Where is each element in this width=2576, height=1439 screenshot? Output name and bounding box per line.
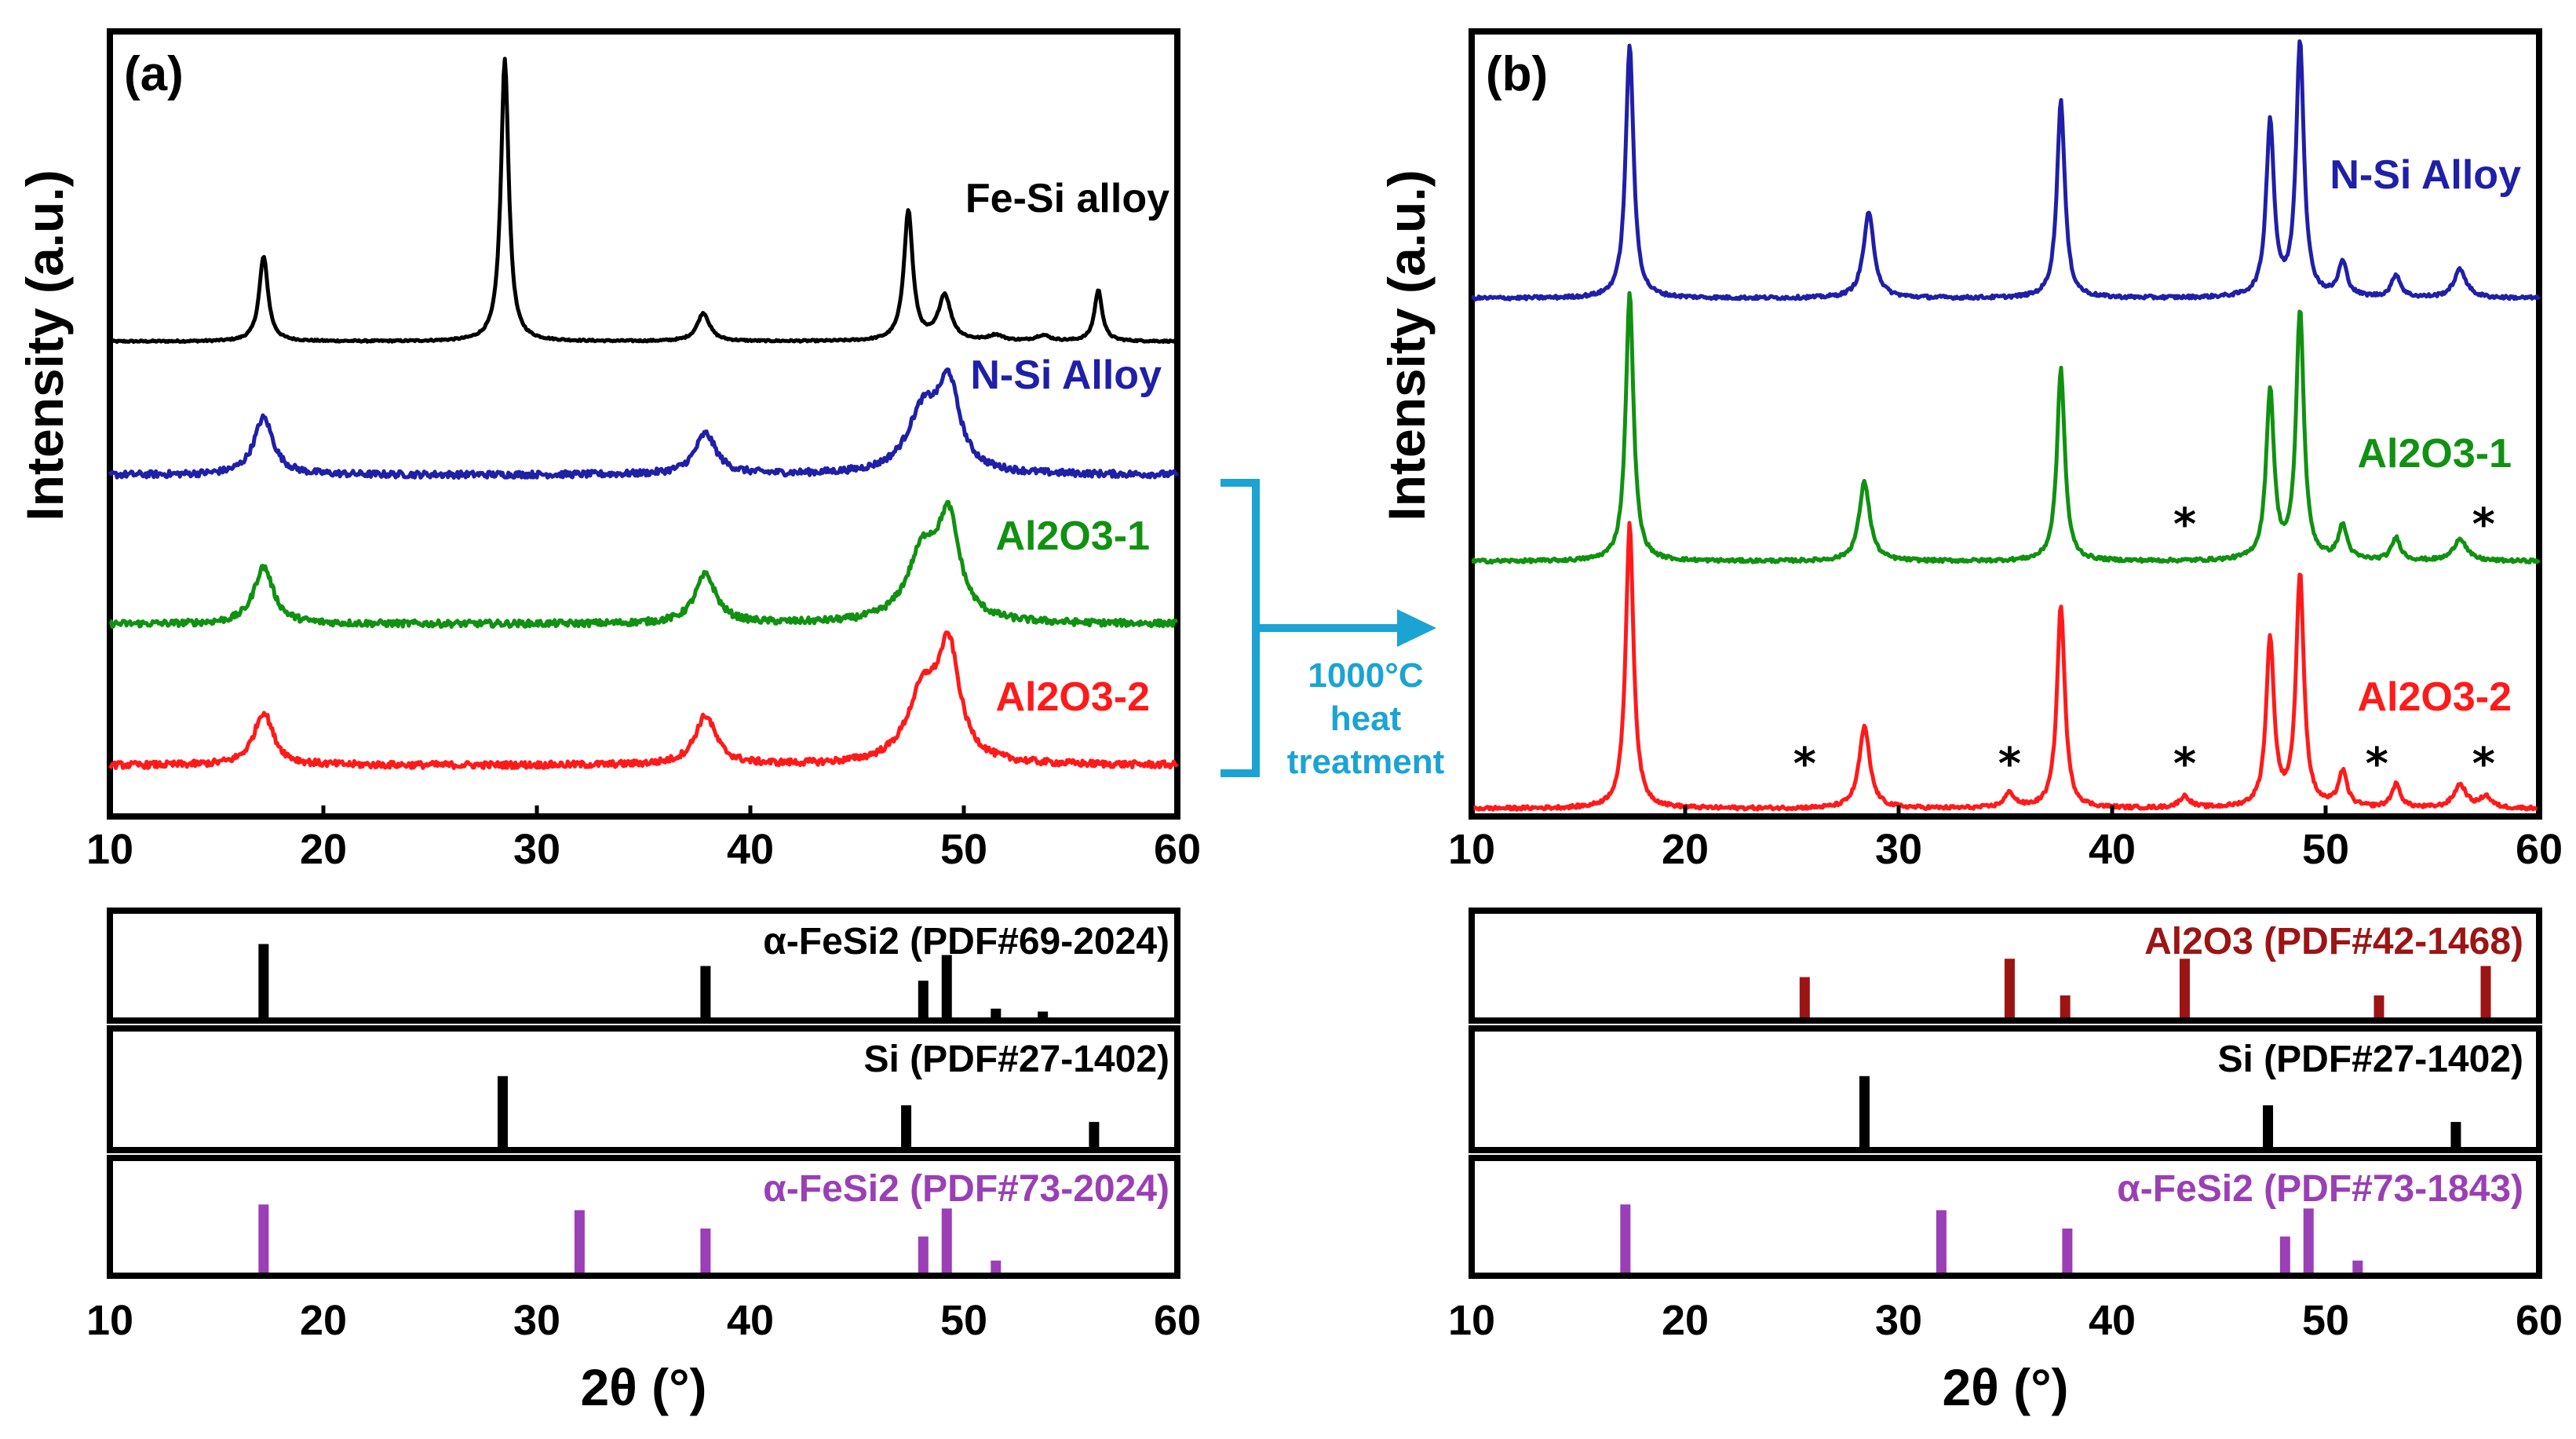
ref-x-tick-label: 60: [2516, 1297, 2563, 1344]
star-marker: *: [2472, 499, 2495, 550]
ref-x-tick-label: 50: [2302, 1297, 2349, 1344]
ref-x-tick-label: 10: [86, 1297, 133, 1344]
panel-b-star-markers: * * * * * * *: [1793, 499, 2495, 790]
arrow-label-line2: heat: [1330, 699, 1402, 738]
star-marker: *: [2472, 739, 2495, 790]
panel-b-ylabel: Intensity (a.u.): [1377, 170, 1436, 520]
reference-label-2: Si (PDF#27-1402): [2217, 1039, 2523, 1080]
x-tick-label: 40: [727, 826, 774, 873]
panel-a-series-labels: Fe-Si alloy N-Si Alloy Al2O3-1 Al2O3-2: [965, 176, 1169, 720]
bracket-shape: [1220, 479, 1260, 777]
series-label-1: Fe-Si alloy: [965, 176, 1169, 221]
reference-frame-1: [107, 908, 1180, 1024]
series-label-4: Al2O3-2: [995, 674, 1150, 720]
series-line-1: [108, 57, 1178, 345]
series-line-2: [1471, 290, 2541, 565]
series-line-3: [1469, 520, 2541, 812]
series-line-1: [1471, 39, 2541, 302]
series-line-2: [108, 367, 1180, 480]
reference-label-2: Si (PDF#27-1402): [863, 1039, 1169, 1080]
series-label-1: N-Si Alloy: [2330, 152, 2521, 198]
x-tick-label: 60: [2516, 826, 2563, 873]
ref-x-tick-label: 20: [1662, 1297, 1709, 1344]
arrow-head: [1397, 609, 1436, 647]
star-marker: *: [1998, 739, 2021, 790]
heat-treatment-arrow: 1000°C heat treatment: [1220, 479, 1445, 781]
ref-x-tick-label: 10: [1448, 1297, 1495, 1344]
panel-a-xlabel: 2θ (°): [580, 1358, 706, 1416]
star-marker: *: [2173, 739, 2196, 790]
star-marker: *: [1793, 739, 1816, 790]
arrow-label-line3: treatment: [1287, 743, 1445, 781]
panel-a-tag: (a): [124, 47, 184, 101]
x-tick-label: 30: [513, 826, 560, 873]
x-tick-label: 20: [300, 826, 347, 873]
x-tick-label: 40: [2089, 826, 2136, 873]
reference-frame-3: [1469, 1155, 2542, 1279]
reference-frame-2: [1469, 1025, 2542, 1153]
arrow-label-line1: 1000°C: [1308, 656, 1423, 695]
series-label-3: Al2O3-1: [995, 513, 1150, 559]
x-tick-label: 30: [1875, 826, 1922, 873]
x-tick-label: 10: [86, 826, 133, 873]
x-tick-label: 20: [1662, 826, 1709, 873]
reference-frame-1: [1469, 908, 2542, 1024]
reference-label-3: α-FeSi2 (PDF#73-2024): [763, 1168, 1169, 1210]
star-marker: *: [2173, 499, 2196, 550]
series-line-3: [109, 500, 1178, 629]
ref-x-tick-label: 40: [727, 1297, 774, 1344]
panel-b: * * * * * * * 10 20 30 40 50 60 (b) Intensity (a.u.…: [1377, 28, 2563, 1416]
panel-a-traces: [108, 57, 1180, 770]
ref-x-tick-label: 50: [940, 1297, 987, 1344]
series-label-2: Al2O3-1: [2357, 431, 2512, 477]
panel-a-reference-panels: α-FeSi2 (PDF#69-2024) Si (PDF#27-1402) α-F…: [86, 908, 1201, 1344]
star-marker: *: [2366, 739, 2388, 790]
reference-frame-3: [107, 1155, 1180, 1279]
panel-b-reference-panels: Al2O3 (PDF#42-1468) Si (PDF#27-1402) α-FeS…: [1448, 908, 2563, 1344]
x-tick-label: 50: [940, 826, 987, 873]
panel-b-traces: [1469, 39, 2541, 812]
ref-x-tick-label: 30: [1875, 1297, 1922, 1344]
x-tick-label: 60: [1154, 826, 1201, 873]
panel-a-main-ticks: 10 20 30 40 50 60: [86, 805, 1201, 873]
panel-b-main-ticks: 10 20 30 40 50 60: [1448, 805, 2563, 873]
reference-label-1: Al2O3 (PDF#42-1468): [2144, 921, 2523, 962]
reference-label-3: α-FeSi2 (PDF#73-1843): [2117, 1168, 2523, 1210]
ref-x-tick-label: 40: [2089, 1297, 2136, 1344]
series-label-2: N-Si Alloy: [970, 352, 1162, 398]
ref-x-tick-label: 20: [300, 1297, 347, 1344]
ref-x-tick-label: 30: [513, 1297, 560, 1344]
series-line-4: [108, 630, 1179, 770]
reference-label-1: α-FeSi2 (PDF#69-2024): [763, 921, 1169, 962]
x-tick-label: 10: [1448, 826, 1495, 873]
x-tick-label: 50: [2302, 826, 2349, 873]
reference-frame-2: [107, 1025, 1180, 1153]
panel-b-tag: (b): [1486, 47, 1548, 101]
series-label-3: Al2O3-2: [2357, 674, 2512, 720]
panel-a: 10 20 30 40 50 60 (a) Intensity (a.u.) Fe-Si …: [16, 28, 1201, 1416]
panel-b-xlabel: 2θ (°): [1942, 1358, 2068, 1416]
ref-x-tick-label: 60: [1154, 1297, 1201, 1344]
panel-a-main-frame: [107, 28, 1180, 820]
panel-b-main-frame: [1469, 28, 2542, 820]
panel-a-ylabel: Intensity (a.u.): [16, 170, 74, 520]
panel-b-series-labels: N-Si Alloy Al2O3-1 Al2O3-2: [2330, 152, 2521, 720]
